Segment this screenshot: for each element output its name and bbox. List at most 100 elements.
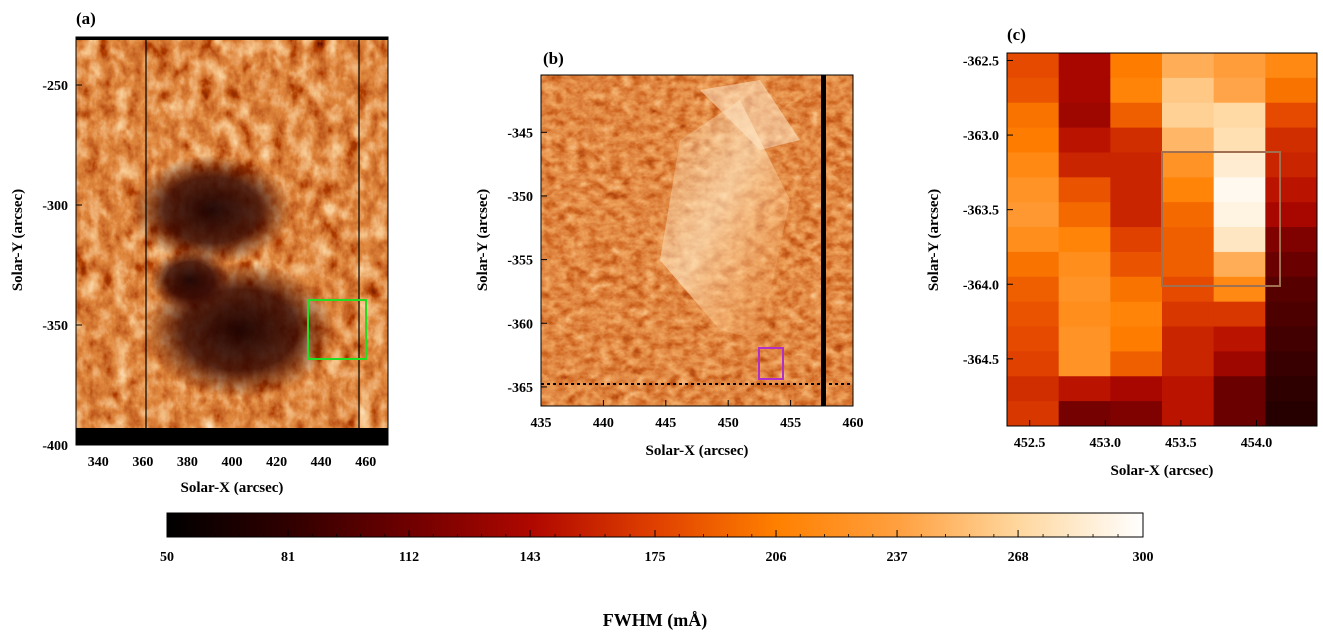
heatmap-cell — [1007, 202, 1060, 228]
heatmap-cell — [1058, 301, 1111, 328]
x-tick-label: 455 — [780, 416, 801, 431]
heatmap-cell — [1058, 77, 1111, 104]
panel-c-ylabel: Solar-Y (arcsec) — [926, 189, 942, 291]
heatmap-cell — [1110, 326, 1163, 352]
heatmap-cell — [1213, 152, 1266, 178]
panel-c-y-axis: -362.5 -363.0 -363.5 -364.0 -364.5 — [963, 54, 1013, 368]
heatmap-cell — [1213, 127, 1266, 153]
y-tick-label: -363.5 — [963, 204, 999, 219]
heatmap-cell — [1110, 276, 1163, 303]
heatmap-cell — [1213, 102, 1266, 129]
heatmap-cell — [1110, 77, 1163, 104]
panel-c-x-axis: 452.5 453.0 453.5 454.0 — [1014, 420, 1272, 451]
heatmap-cell — [1110, 251, 1163, 278]
x-tick-label: 435 — [531, 416, 552, 431]
heatmap-cell — [1265, 401, 1318, 427]
x-tick-label: 360 — [132, 455, 153, 470]
heatmap-cell — [1007, 276, 1060, 303]
heatmap-cell — [1162, 202, 1215, 228]
y-tick-label: -300 — [42, 199, 68, 214]
heatmap-cell — [1162, 227, 1215, 253]
heatmap-cell — [1213, 202, 1266, 228]
heatmap-cell — [1213, 227, 1266, 253]
heatmap-cell — [1265, 202, 1318, 228]
heatmap-cell — [1162, 251, 1215, 278]
colorbar-tick-label: 112 — [399, 550, 419, 565]
x-tick-label: 452.5 — [1014, 436, 1046, 451]
x-tick-label: 453.5 — [1165, 436, 1197, 451]
heatmap-cell — [1058, 351, 1111, 377]
heatmap-cell — [1110, 177, 1163, 203]
x-tick-label: 400 — [222, 455, 243, 470]
heatmap-cell — [1265, 376, 1318, 402]
y-tick-label: -350 — [507, 190, 533, 205]
heatmap-cell — [1162, 152, 1215, 178]
panel-a-image — [76, 37, 388, 445]
heatmap-cell — [1110, 127, 1163, 153]
panel-c-label: (c) — [1007, 25, 1026, 44]
x-tick-label: 445 — [655, 416, 676, 431]
y-tick-label: -365 — [507, 381, 533, 396]
panel-a-xlabel: Solar-X (arcsec) — [181, 480, 284, 496]
panel-b-zoom-box — [758, 347, 784, 380]
heatmap-cell — [1007, 326, 1060, 352]
heatmap-cell — [1265, 276, 1318, 303]
x-tick-label: 440 — [311, 455, 332, 470]
x-tick-label: 460 — [355, 455, 376, 470]
x-tick-label: 380 — [177, 455, 198, 470]
heatmap-cell — [1265, 301, 1318, 328]
heatmap-cell — [1058, 127, 1111, 153]
heatmap-cell — [1007, 351, 1060, 377]
panel-b-x-axis: 435 440 445 450 455 460 — [531, 400, 864, 431]
heatmap-cell — [1162, 326, 1215, 352]
y-tick-label: -364.0 — [963, 278, 999, 293]
heatmap-cell — [1110, 102, 1163, 129]
panel-c-frame — [1006, 52, 1318, 427]
colorbar-tick-label: 175 — [645, 550, 666, 565]
heatmap-cell — [1058, 276, 1111, 303]
panel-b-ylabel: Solar-Y (arcsec) — [475, 189, 491, 291]
colorbar-label: FWHM (mÅ) — [603, 610, 707, 631]
panel-b-frame — [540, 74, 854, 407]
colorbar-tick-label: 81 — [281, 550, 295, 565]
y-tick-label: -345 — [507, 126, 533, 141]
heatmap-cell — [1213, 276, 1266, 303]
panel-b: (b) 435 440 445 450 455 460 -345-350-355-360-… — [475, 49, 864, 459]
heatmap-cell — [1058, 152, 1111, 178]
heatmap-cell — [1265, 227, 1318, 253]
heatmap-cell — [1265, 53, 1318, 79]
colorbar-tick-label: 206 — [766, 550, 787, 565]
heatmap-cell — [1265, 152, 1318, 178]
colorbar-ticks: 50 81 112 143 175 206 237 268 300 — [160, 530, 1154, 565]
colorbar-tick-label: 237 — [887, 550, 908, 565]
y-tick-label: -363.0 — [963, 129, 999, 144]
heatmap-cell — [1110, 152, 1163, 178]
heatmap-cell — [1162, 127, 1215, 153]
heatmap-cell — [1007, 376, 1060, 402]
heatmap-cell — [1213, 177, 1266, 203]
x-tick-label: 460 — [843, 416, 864, 431]
x-tick-label: 440 — [593, 416, 614, 431]
heatmap-cell — [1058, 177, 1111, 203]
colorbar-tick-label: 300 — [1133, 550, 1154, 565]
panel-c-xlabel: Solar-X (arcsec) — [1111, 463, 1214, 479]
heatmap-cell — [1162, 177, 1215, 203]
heatmap-cell — [1213, 301, 1266, 328]
heatmap-cell — [1007, 152, 1060, 178]
heatmap-cell — [1162, 276, 1215, 303]
x-tick-label: 454.0 — [1241, 436, 1273, 451]
heatmap-cell — [1213, 77, 1266, 104]
heatmap-cell — [1058, 102, 1111, 129]
y-tick-label: -400 — [42, 439, 68, 454]
heatmap-cell — [1213, 53, 1266, 79]
heatmap-cell — [1110, 401, 1163, 427]
heatmap-cell — [1110, 53, 1163, 79]
panel-a-y-axis: -250 -300 -350 -400 — [42, 79, 82, 454]
heatmap-cell — [1265, 127, 1318, 153]
heatmap-cell — [1162, 53, 1215, 79]
heatmap-cell — [1162, 77, 1215, 104]
heatmap-cell — [1162, 301, 1215, 328]
heatmap-cell — [1213, 326, 1266, 352]
heatmap-cell — [1110, 227, 1163, 253]
heatmap-cell — [1058, 376, 1111, 402]
